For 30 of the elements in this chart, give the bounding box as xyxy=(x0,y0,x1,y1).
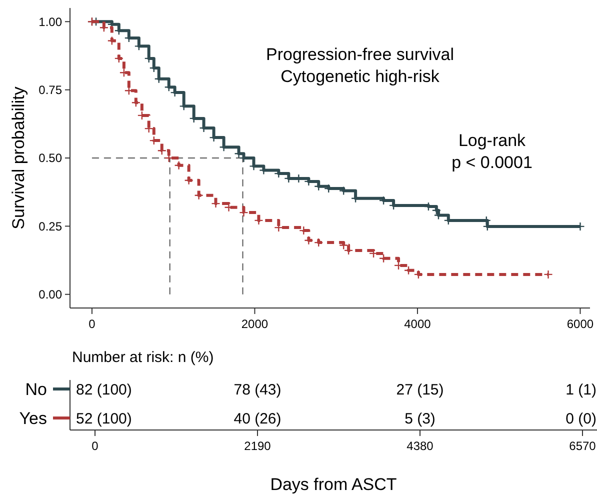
text: Cytogenetic high-risk xyxy=(280,67,440,86)
y-tick-label: Yes xyxy=(19,408,47,428)
y-axis-title: Survival probability xyxy=(9,86,28,230)
text: 5 (3) xyxy=(404,410,436,428)
text: 27 (15) xyxy=(396,381,444,398)
x-tick-label: 4000 xyxy=(404,317,432,331)
y-tick-label: 1.00 xyxy=(38,14,62,29)
y-tick-label: 0.25 xyxy=(38,219,62,234)
y-tick-label: 0.75 xyxy=(38,83,62,98)
text: 78 (43) xyxy=(234,381,282,398)
text: 1 (1) xyxy=(566,381,596,398)
text: 82 (100) xyxy=(76,381,132,398)
x-tick-label: 2000 xyxy=(241,317,268,331)
y-tick-label: No xyxy=(25,380,47,399)
x-tick-label: 0 xyxy=(88,317,96,331)
chart-title: Number at risk: n (%) xyxy=(72,349,214,366)
text: 40 (26) xyxy=(234,410,282,428)
x-axis-title: Days from ASCT xyxy=(270,475,397,494)
x-tick-label: 6570 xyxy=(569,439,596,453)
x-tick-label: 6000 xyxy=(566,317,594,331)
annotation: Log-rank xyxy=(458,131,526,150)
y-tick-label: 0.00 xyxy=(38,288,62,302)
annotation: p < 0.0001 xyxy=(452,153,532,172)
text: 0 (0) xyxy=(566,410,596,428)
text: 52 (100) xyxy=(76,410,132,428)
x-tick-label: 0 xyxy=(92,439,99,453)
x-tick-label: 2190 xyxy=(244,439,272,453)
y-tick-label: 0.50 xyxy=(38,151,62,166)
x-tick-label: 4380 xyxy=(406,439,434,453)
text: Progression-free survival xyxy=(266,45,454,64)
